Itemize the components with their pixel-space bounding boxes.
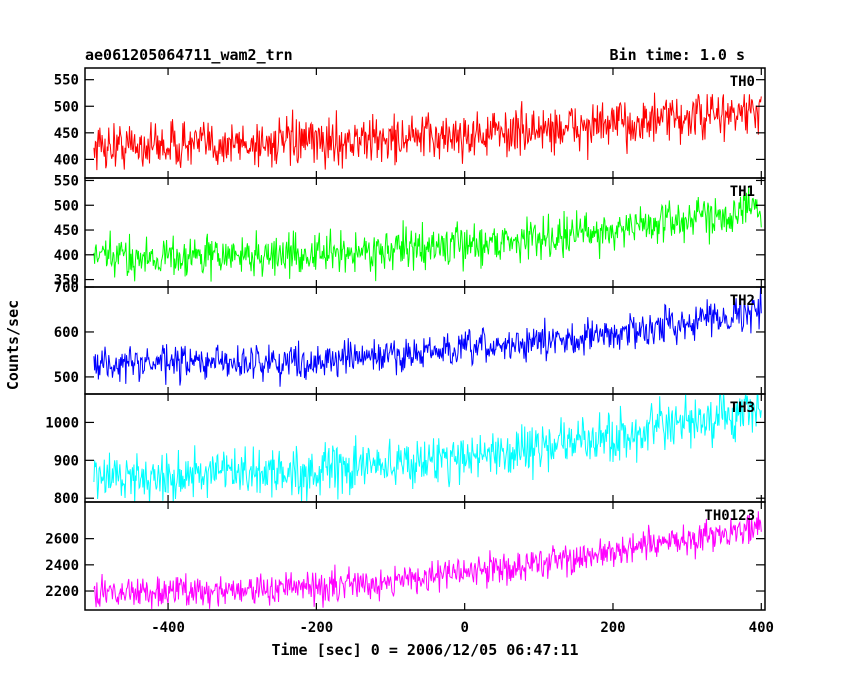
series-line-th0123 [93,511,762,609]
x-tick-label: 400 [749,620,774,636]
panel-label: TH1 [730,184,755,200]
y-tick-label: 500 [54,99,79,115]
y-tick-label: 500 [54,198,79,214]
panel-frame [84,501,766,611]
x-axis-label: Time [sec] 0 = 2006/12/05 06:47:11 [271,641,578,659]
panel-label: TH0 [730,74,755,90]
x-tick-label: 0 [460,620,468,636]
x-tick-label: 200 [600,620,625,636]
y-tick-label: 800 [54,491,79,507]
y-tick-label: 500 [54,370,79,386]
y-tick-label: 2400 [45,558,79,574]
panel-th3: 800 900 1000 TH3 [45,393,766,507]
y-tick-label: 450 [54,223,79,239]
series-line-th2 [93,287,762,387]
y-tick-label: 900 [54,453,79,469]
series-line-th3 [93,394,762,502]
y-tick-label: 1000 [45,415,79,431]
x-tick-label: -200 [300,620,334,636]
y-axis-label: Counts/sec [4,300,22,390]
panel-label: TH3 [730,400,755,416]
y-tick-label: 350 [54,273,79,289]
series-line-th1 [93,186,762,282]
x-axis: -400 -200 0 200 400 [151,620,774,636]
panel-label: TH0123 [704,508,755,524]
y-tick-label: 400 [54,152,79,168]
chart-title: ae061205064711_wam2_trn [85,46,293,64]
y-tick-label: 2600 [45,532,79,548]
series-line-th0 [93,92,762,171]
y-tick-label: 2200 [45,584,79,600]
x-tick-label: -400 [151,620,185,636]
bin-time-label: Bin time: 1.0 s [610,46,745,64]
panels: 400 450 500 550 TH0 350 400 450 500 550 TH1 500 600 7… [45,67,766,611]
y-tick-label: 450 [54,126,79,142]
panel-th0123: 2200 2400 2600 TH0123 [45,501,766,611]
panel-frame [84,67,766,179]
panel-label: TH2 [730,293,755,309]
panel-th0: 400 450 500 550 TH0 [54,67,766,179]
y-tick-label: 700 [54,280,79,296]
y-tick-label: 400 [54,248,79,264]
panel-th1: 350 400 450 500 550 TH1 [54,173,766,289]
y-tick-label: 550 [54,73,79,89]
y-tick-label: 600 [54,325,79,341]
panel-th2: 500 600 700 TH2 [54,280,766,395]
y-tick-label: 550 [54,173,79,189]
